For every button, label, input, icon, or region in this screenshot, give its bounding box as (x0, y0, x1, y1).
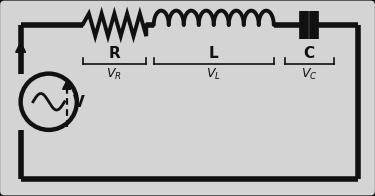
Text: $V_C$: $V_C$ (301, 67, 318, 82)
Text: $V_L$: $V_L$ (206, 67, 221, 82)
Text: $\mathbf{V}$: $\mathbf{V}$ (72, 94, 86, 110)
Text: $\mathbf{C}$: $\mathbf{C}$ (303, 45, 315, 62)
Text: $V_R$: $V_R$ (106, 67, 122, 82)
Text: $\mathbf{L}$: $\mathbf{L}$ (208, 45, 219, 62)
Text: $\mathbf{R}$: $\mathbf{R}$ (108, 45, 121, 62)
